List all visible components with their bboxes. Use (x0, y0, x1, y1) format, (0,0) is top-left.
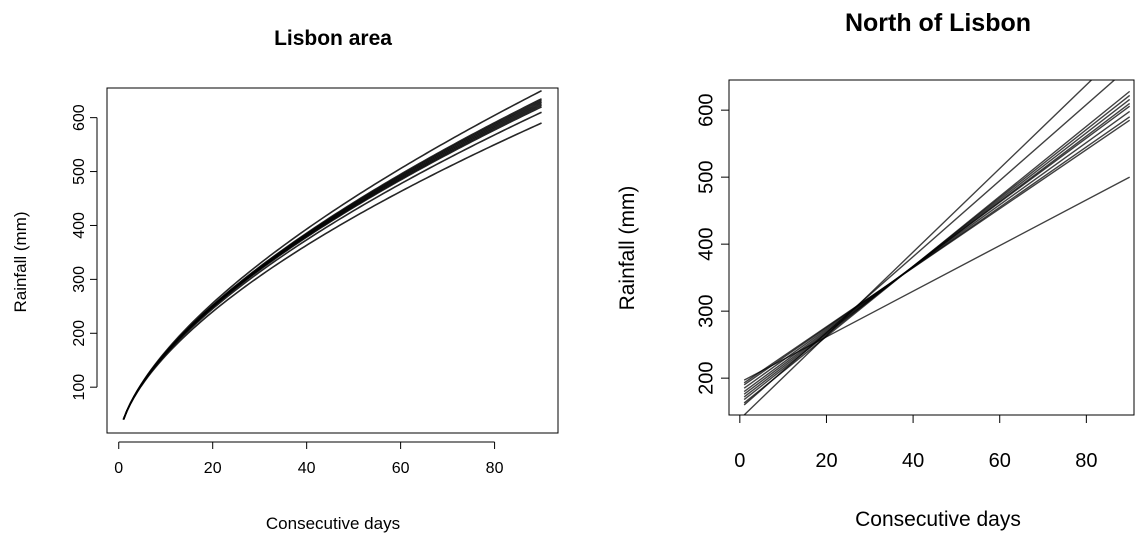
series-line-1 (743, 80, 1093, 415)
x-tick-label: 20 (815, 450, 837, 472)
x-tick-label: 0 (734, 450, 745, 472)
chart-title: North of Lisbon (845, 9, 1031, 37)
x-axis: 0 20 40 60 80 (734, 414, 1130, 472)
series-line-4 (122, 101, 542, 420)
y-axis-label: Rainfall (mm) (616, 186, 639, 311)
x-tick-label: 60 (989, 450, 1011, 472)
series-line-5 (122, 102, 542, 420)
y-axis-label: Rainfall (mm) (11, 211, 30, 312)
x-tick-label: 80 (486, 460, 504, 477)
series-line-10 (743, 119, 1131, 384)
series-line-8 (743, 110, 1131, 389)
series-line-7 (743, 105, 1131, 393)
series-line-8 (122, 111, 542, 420)
lisbon-area-chart: Lisbon area Consecutive days Rainfall (m… (11, 27, 559, 533)
x-tick-label: 60 (392, 460, 410, 477)
y-tick-label: 100 (71, 374, 88, 401)
y-axis: 200 300 400 500 600 (695, 93, 730, 395)
y-tick-label: 200 (695, 361, 717, 394)
x-tick-label: 80 (1075, 450, 1097, 472)
series-lines (122, 89, 542, 420)
y-tick-label: 500 (695, 160, 717, 193)
series-line-2 (122, 98, 542, 420)
y-tick-label: 300 (695, 294, 717, 327)
series-line-9 (122, 122, 542, 420)
x-axis-label: Consecutive days (855, 508, 1021, 531)
y-axis: 100 200 300 400 500 600 (71, 104, 98, 401)
x-tick-label: 40 (902, 450, 924, 472)
x-tick-label: 40 (298, 460, 316, 477)
series-lines (743, 80, 1131, 415)
y-tick-label: 500 (71, 158, 88, 185)
x-tick-label: 20 (204, 460, 222, 477)
chart-title: Lisbon area (274, 27, 392, 50)
y-tick-label: 600 (695, 93, 717, 126)
north-of-lisbon-chart: North of Lisbon Consecutive days Rainfal… (616, 9, 1135, 531)
series-line-3 (122, 99, 542, 420)
y-tick-label: 600 (71, 104, 88, 131)
y-tick-label: 400 (695, 227, 717, 260)
y-tick-label: 300 (71, 266, 88, 293)
plot-frame (106, 87, 559, 434)
series-line-7 (122, 106, 542, 420)
x-axis-label: Consecutive days (266, 514, 400, 533)
x-axis: 0 20 40 60 80 (114, 441, 504, 477)
y-tick-label: 200 (71, 320, 88, 347)
series-line-1 (122, 89, 542, 420)
x-tick-label: 0 (114, 460, 123, 477)
series-line-11 (743, 176, 1130, 381)
y-tick-label: 400 (71, 212, 88, 239)
